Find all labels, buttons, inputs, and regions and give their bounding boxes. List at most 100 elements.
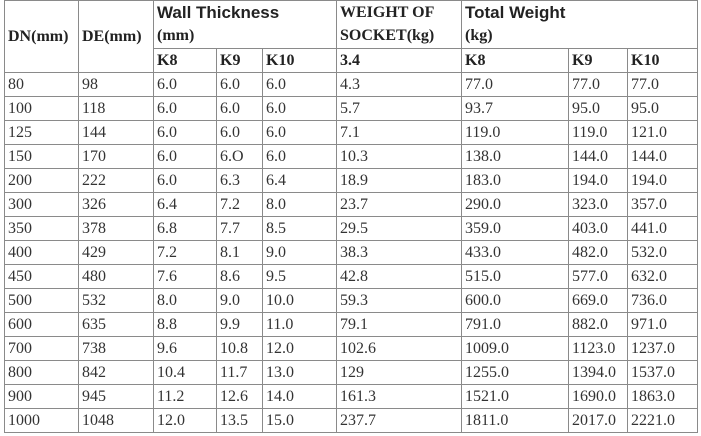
table-cell: 7.2 — [153, 240, 217, 265]
subheader-cell: K9 — [568, 48, 628, 73]
table-cell: 400 — [4, 240, 79, 265]
table-cell: 170 — [78, 144, 154, 169]
table-cell: 326 — [78, 192, 154, 217]
table-cell: 635 — [78, 312, 154, 337]
table-cell: 119.0 — [568, 120, 628, 145]
table-cell: 6.4 — [262, 168, 337, 193]
wall-thickness-title: Wall Thickness — [157, 3, 280, 22]
table-cell: 77.0 — [568, 72, 628, 97]
subheader-row: K8 K9 K10 3.4 K8 K9 K10 — [5, 48, 698, 73]
table-cell: 1000 — [4, 408, 79, 433]
table-row: 350 378 6.8 7.7 8.5 29.5 359.0 403.0 441.0 — [4, 216, 698, 241]
table-cell: 9.6 — [153, 336, 217, 361]
wall-thickness-unit: (mm) — [157, 27, 195, 44]
socket-weight-line2: SOCKET(kg) — [340, 27, 435, 44]
table-cell: 738 — [78, 336, 154, 361]
subheader-cell: K8 — [153, 48, 217, 73]
table-cell: 102.6 — [336, 336, 462, 361]
table-row: 125 144 6.0 6.0 6.0 7.1 119.0 119.0 121.0 — [4, 120, 698, 145]
table-row: 300 326 6.4 7.2 8.0 23.7 290.0 323.0 357.0 — [4, 192, 698, 217]
table-cell: 1394.0 — [568, 360, 628, 385]
table-row: 600 635 8.8 9.9 11.0 79.1 791.0 882.0 971.0 — [4, 312, 698, 337]
table-cell: 9.5 — [262, 264, 337, 289]
table-cell: 290.0 — [461, 192, 569, 217]
table-cell: 6.0 — [153, 96, 217, 121]
table-cell: 736.0 — [627, 288, 698, 313]
table-cell: 532.0 — [627, 240, 698, 265]
table-cell: 900 — [4, 384, 79, 409]
table-cell: 433.0 — [461, 240, 569, 265]
table-cell: 200 — [4, 168, 79, 193]
table-cell: 144 — [78, 120, 154, 145]
table-cell: 515.0 — [461, 264, 569, 289]
table-cell: 480 — [78, 264, 154, 289]
table-cell: 632.0 — [627, 264, 698, 289]
table-cell: 971.0 — [627, 312, 698, 337]
table-cell: 700 — [4, 336, 79, 361]
table-cell: 8.6 — [216, 264, 263, 289]
table-cell: 80 — [4, 72, 79, 97]
table-cell: 23.7 — [336, 192, 462, 217]
header-row: DN(mm) DE(mm) Wall Thickness (mm) WEIGHT… — [4, 0, 698, 73]
table-cell: 6.0 — [262, 120, 337, 145]
table-cell: 1123.0 — [568, 336, 628, 361]
table-cell: 6.0 — [216, 120, 263, 145]
table-row: 450 480 7.6 8.6 9.5 42.8 515.0 577.0 632.0 — [4, 264, 698, 289]
table-cell: 6.0 — [262, 96, 337, 121]
table-row: 700 738 9.6 10.8 12.0 102.6 1009.0 1123.0 1237.0 — [4, 336, 698, 361]
subheader-cell: K10 — [627, 48, 698, 73]
table-cell: 5.7 — [336, 96, 462, 121]
table-row: 150 170 6.0 6.O 6.0 10.3 138.0 144.0 144.0 — [4, 144, 698, 169]
header-total-weight: Total Weight (kg) — [461, 0, 698, 49]
table-cell: 194.0 — [627, 168, 698, 193]
table-cell: 93.7 — [461, 96, 569, 121]
table-cell: 600 — [4, 312, 79, 337]
table-cell: 77.0 — [627, 72, 698, 97]
table-cell: 8.0 — [153, 288, 217, 313]
table-row: 80 98 6.0 6.0 6.0 4.3 77.0 77.0 77.0 — [4, 72, 698, 97]
pipe-weight-table: DN(mm) DE(mm) Wall Thickness (mm) WEIGHT… — [4, 0, 698, 433]
table-cell: 14.0 — [262, 384, 337, 409]
table-cell: 7.1 — [336, 120, 462, 145]
table-cell: 194.0 — [568, 168, 628, 193]
table-cell: 95.0 — [627, 96, 698, 121]
table-cell: 945 — [78, 384, 154, 409]
table-cell: 7.2 — [216, 192, 263, 217]
table-cell: 6.8 — [153, 216, 217, 241]
table-cell: 7.7 — [216, 216, 263, 241]
table-cell: 800 — [4, 360, 79, 385]
table-cell: 79.1 — [336, 312, 462, 337]
subheader-cell: K10 — [262, 48, 337, 73]
table-cell: 11.0 — [262, 312, 337, 337]
socket-weight-line1: WEIGHT OF — [340, 4, 435, 21]
table-cell: 6.0 — [153, 144, 217, 169]
table-cell: 6.0 — [262, 72, 337, 97]
table-cell: 8.5 — [262, 216, 337, 241]
total-weight-title: Total Weight — [465, 3, 566, 22]
table-cell: 6.O — [216, 144, 263, 169]
table-cell: 6.3 — [216, 168, 263, 193]
table-cell: 6.0 — [153, 168, 217, 193]
table-cell: 6.0 — [216, 96, 263, 121]
table-cell: 1521.0 — [461, 384, 569, 409]
table-cell: 842 — [78, 360, 154, 385]
table-cell: 882.0 — [568, 312, 628, 337]
table-cell: 450 — [4, 264, 79, 289]
table-row: 500 532 8.0 9.0 10.0 59.3 600.0 669.0 736.0 — [4, 288, 698, 313]
table-cell: 357.0 — [627, 192, 698, 217]
table-cell: 6.0 — [153, 120, 217, 145]
header-dn: DN(mm) — [4, 0, 79, 73]
table-cell: 161.3 — [336, 384, 462, 409]
table-cell: 11.2 — [153, 384, 217, 409]
table-cell: 429 — [78, 240, 154, 265]
table-cell: 144.0 — [568, 144, 628, 169]
table-cell: 12.0 — [153, 408, 217, 433]
table-cell: 59.3 — [336, 288, 462, 313]
table-cell: 1690.0 — [568, 384, 628, 409]
table-cell: 300 — [4, 192, 79, 217]
table-cell: 119.0 — [461, 120, 569, 145]
table-cell: 350 — [4, 216, 79, 241]
table-cell: 10.0 — [262, 288, 337, 313]
subheader-cell: K8 — [461, 48, 569, 73]
table-row: 900 945 11.2 12.6 14.0 161.3 1521.0 1690.0 1863.… — [4, 384, 698, 409]
